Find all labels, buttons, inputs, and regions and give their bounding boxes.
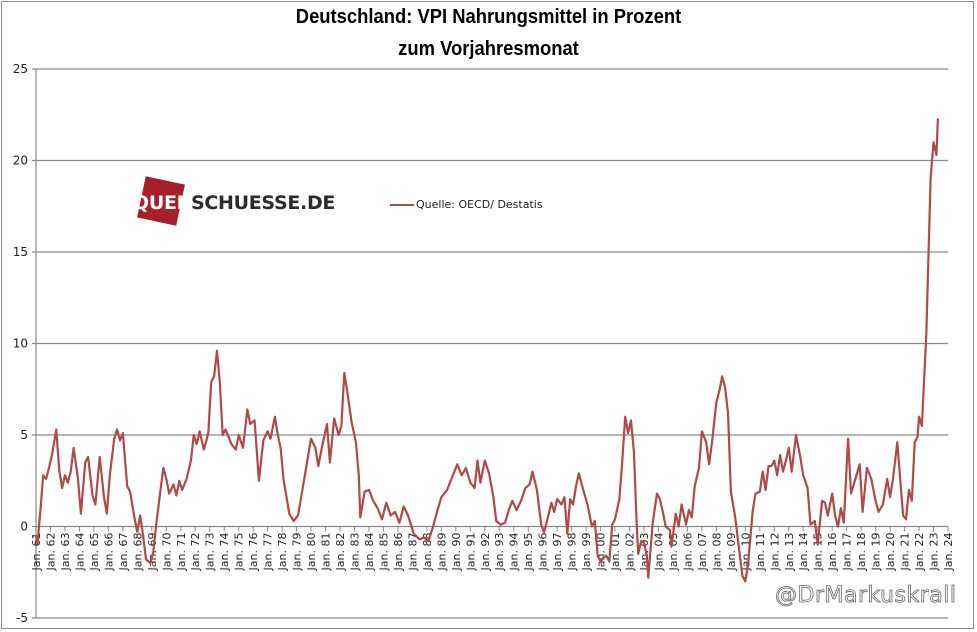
x-tick-label: Jan. 90	[450, 533, 463, 572]
x-tick-label: Jan. 61	[30, 533, 43, 572]
y-tick-label: 15	[13, 245, 28, 259]
x-tick-label: Jan. 07	[696, 533, 709, 572]
x-tick-label: Jan. 09	[725, 533, 738, 572]
x-tick-label: Jan. 74	[218, 533, 231, 572]
x-tick-label: Jan. 15	[812, 533, 825, 572]
legend-label: Quelle: OECD/ Destatis	[416, 198, 543, 211]
legend-swatch	[390, 203, 414, 206]
x-tick-label: Jan. 02	[624, 533, 637, 572]
x-tick-label: Jan. 83	[348, 533, 361, 572]
gridlines	[32, 68, 948, 619]
x-tick-label: Jan. 82	[334, 533, 347, 572]
x-tick-label: Jan. 81	[320, 533, 333, 572]
x-tick-label: Jan. 91	[464, 533, 477, 572]
chart-subtitle: zum Vorjahresmonat	[398, 38, 579, 60]
x-tick-label: Jan. 16	[826, 533, 839, 572]
x-tick-label: Jan. 04	[652, 533, 665, 572]
logo-text-schuesse: SCHUESSE.DE	[191, 192, 336, 214]
x-tick-label: Jan. 21	[899, 533, 912, 572]
querschuesse-logo: QUERSCHUESSE.DE	[133, 176, 335, 230]
x-tick-label: Jan. 23	[928, 533, 941, 572]
x-tick-label: Jan. 17	[841, 533, 854, 572]
x-tick-label: Jan. 00	[595, 533, 608, 572]
x-tick-label: Jan. 72	[189, 533, 202, 572]
x-tick-label: Jan. 08	[710, 533, 723, 572]
x-tick-label: Jan. 64	[73, 533, 86, 572]
x-tick-label: Jan. 70	[160, 533, 173, 572]
series-layer	[34, 118, 939, 583]
x-tick-label: Jan. 99	[580, 533, 593, 572]
x-tick-label: Jan. 62	[44, 533, 57, 572]
logo-text: QUERSCHUESSE.DE	[133, 192, 335, 214]
x-tick-label: Jan. 75	[233, 533, 246, 572]
x-tick-label: Jan. 96	[537, 533, 550, 572]
x-tick-label: Jan. 79	[291, 533, 304, 572]
x-tick-label: Jan. 98	[566, 533, 579, 572]
x-tick-label: Jan. 65	[88, 533, 101, 572]
y-tick-label: 0	[20, 520, 28, 534]
x-tick-label: Jan. 20	[884, 533, 897, 572]
x-axis: Jan. 61 Jan. 62 Jan. 63 Jan. 64 Jan. 65 Jan. …	[30, 69, 955, 618]
legend: Quelle: OECD/ Destatis	[390, 198, 543, 211]
x-tick-label: Jan. 85	[377, 533, 390, 572]
x-tick-label: Jan. 78	[276, 533, 289, 572]
y-tick-label: 20	[13, 154, 28, 168]
x-tick-label: Jan. 01	[609, 533, 622, 572]
series-line	[34, 118, 939, 583]
x-tick-label: Jan. 63	[59, 533, 72, 572]
x-tick-label: Jan. 97	[551, 533, 564, 572]
x-tick-label: Jan. 87	[406, 533, 419, 572]
y-axis-ticks: -5 0 5 10 15 20 25	[13, 62, 28, 625]
x-tick-label: Jan. 86	[392, 533, 405, 572]
x-tick-label: Jan. 68	[131, 533, 144, 572]
x-tick-label: Jan. 22	[913, 533, 926, 572]
x-tick-label: Jan. 11	[754, 533, 767, 572]
x-tick-label: Jan. 71	[175, 533, 188, 572]
x-tick-label: Jan. 13	[783, 533, 796, 572]
watermark: @DrMarkuskrall	[775, 583, 957, 609]
x-tick-label: Jan. 67	[117, 533, 130, 572]
chart-title: Deutschland: VPI Nahrungsmittel in Proze…	[295, 6, 682, 28]
x-tick-label: Jan. 66	[102, 533, 115, 572]
x-tick-label: Jan. 89	[435, 533, 448, 572]
y-tick-label: 5	[20, 428, 28, 442]
y-tick-label: 25	[13, 62, 28, 76]
x-tick-label: Jan. 06	[681, 533, 694, 572]
x-tick-label: Jan. 95	[522, 533, 535, 572]
logo-text-quer: QUER	[133, 192, 191, 214]
x-tick-label: Jan. 94	[508, 533, 521, 572]
x-tick-label: Jan. 24	[942, 533, 955, 572]
x-tick-label: Jan. 14	[797, 533, 810, 572]
x-tick-label: Jan. 93	[493, 533, 506, 572]
x-tick-label: Jan. 88	[421, 533, 434, 572]
x-tick-label: Jan. 92	[479, 533, 492, 572]
x-tick-label: Jan. 73	[204, 533, 217, 572]
x-tick-label: Jan. 19	[870, 533, 883, 572]
x-tick-label: Jan. 80	[305, 533, 318, 572]
x-tick-label: Jan. 84	[363, 533, 376, 572]
y-tick-label: 10	[13, 337, 28, 351]
x-tick-label: Jan. 12	[768, 533, 781, 572]
x-tick-label: Jan. 18	[855, 533, 868, 572]
y-tick-label: -5	[16, 611, 28, 625]
x-tick-label: Jan. 76	[247, 533, 260, 572]
x-tick-label: Jan. 77	[262, 533, 275, 572]
